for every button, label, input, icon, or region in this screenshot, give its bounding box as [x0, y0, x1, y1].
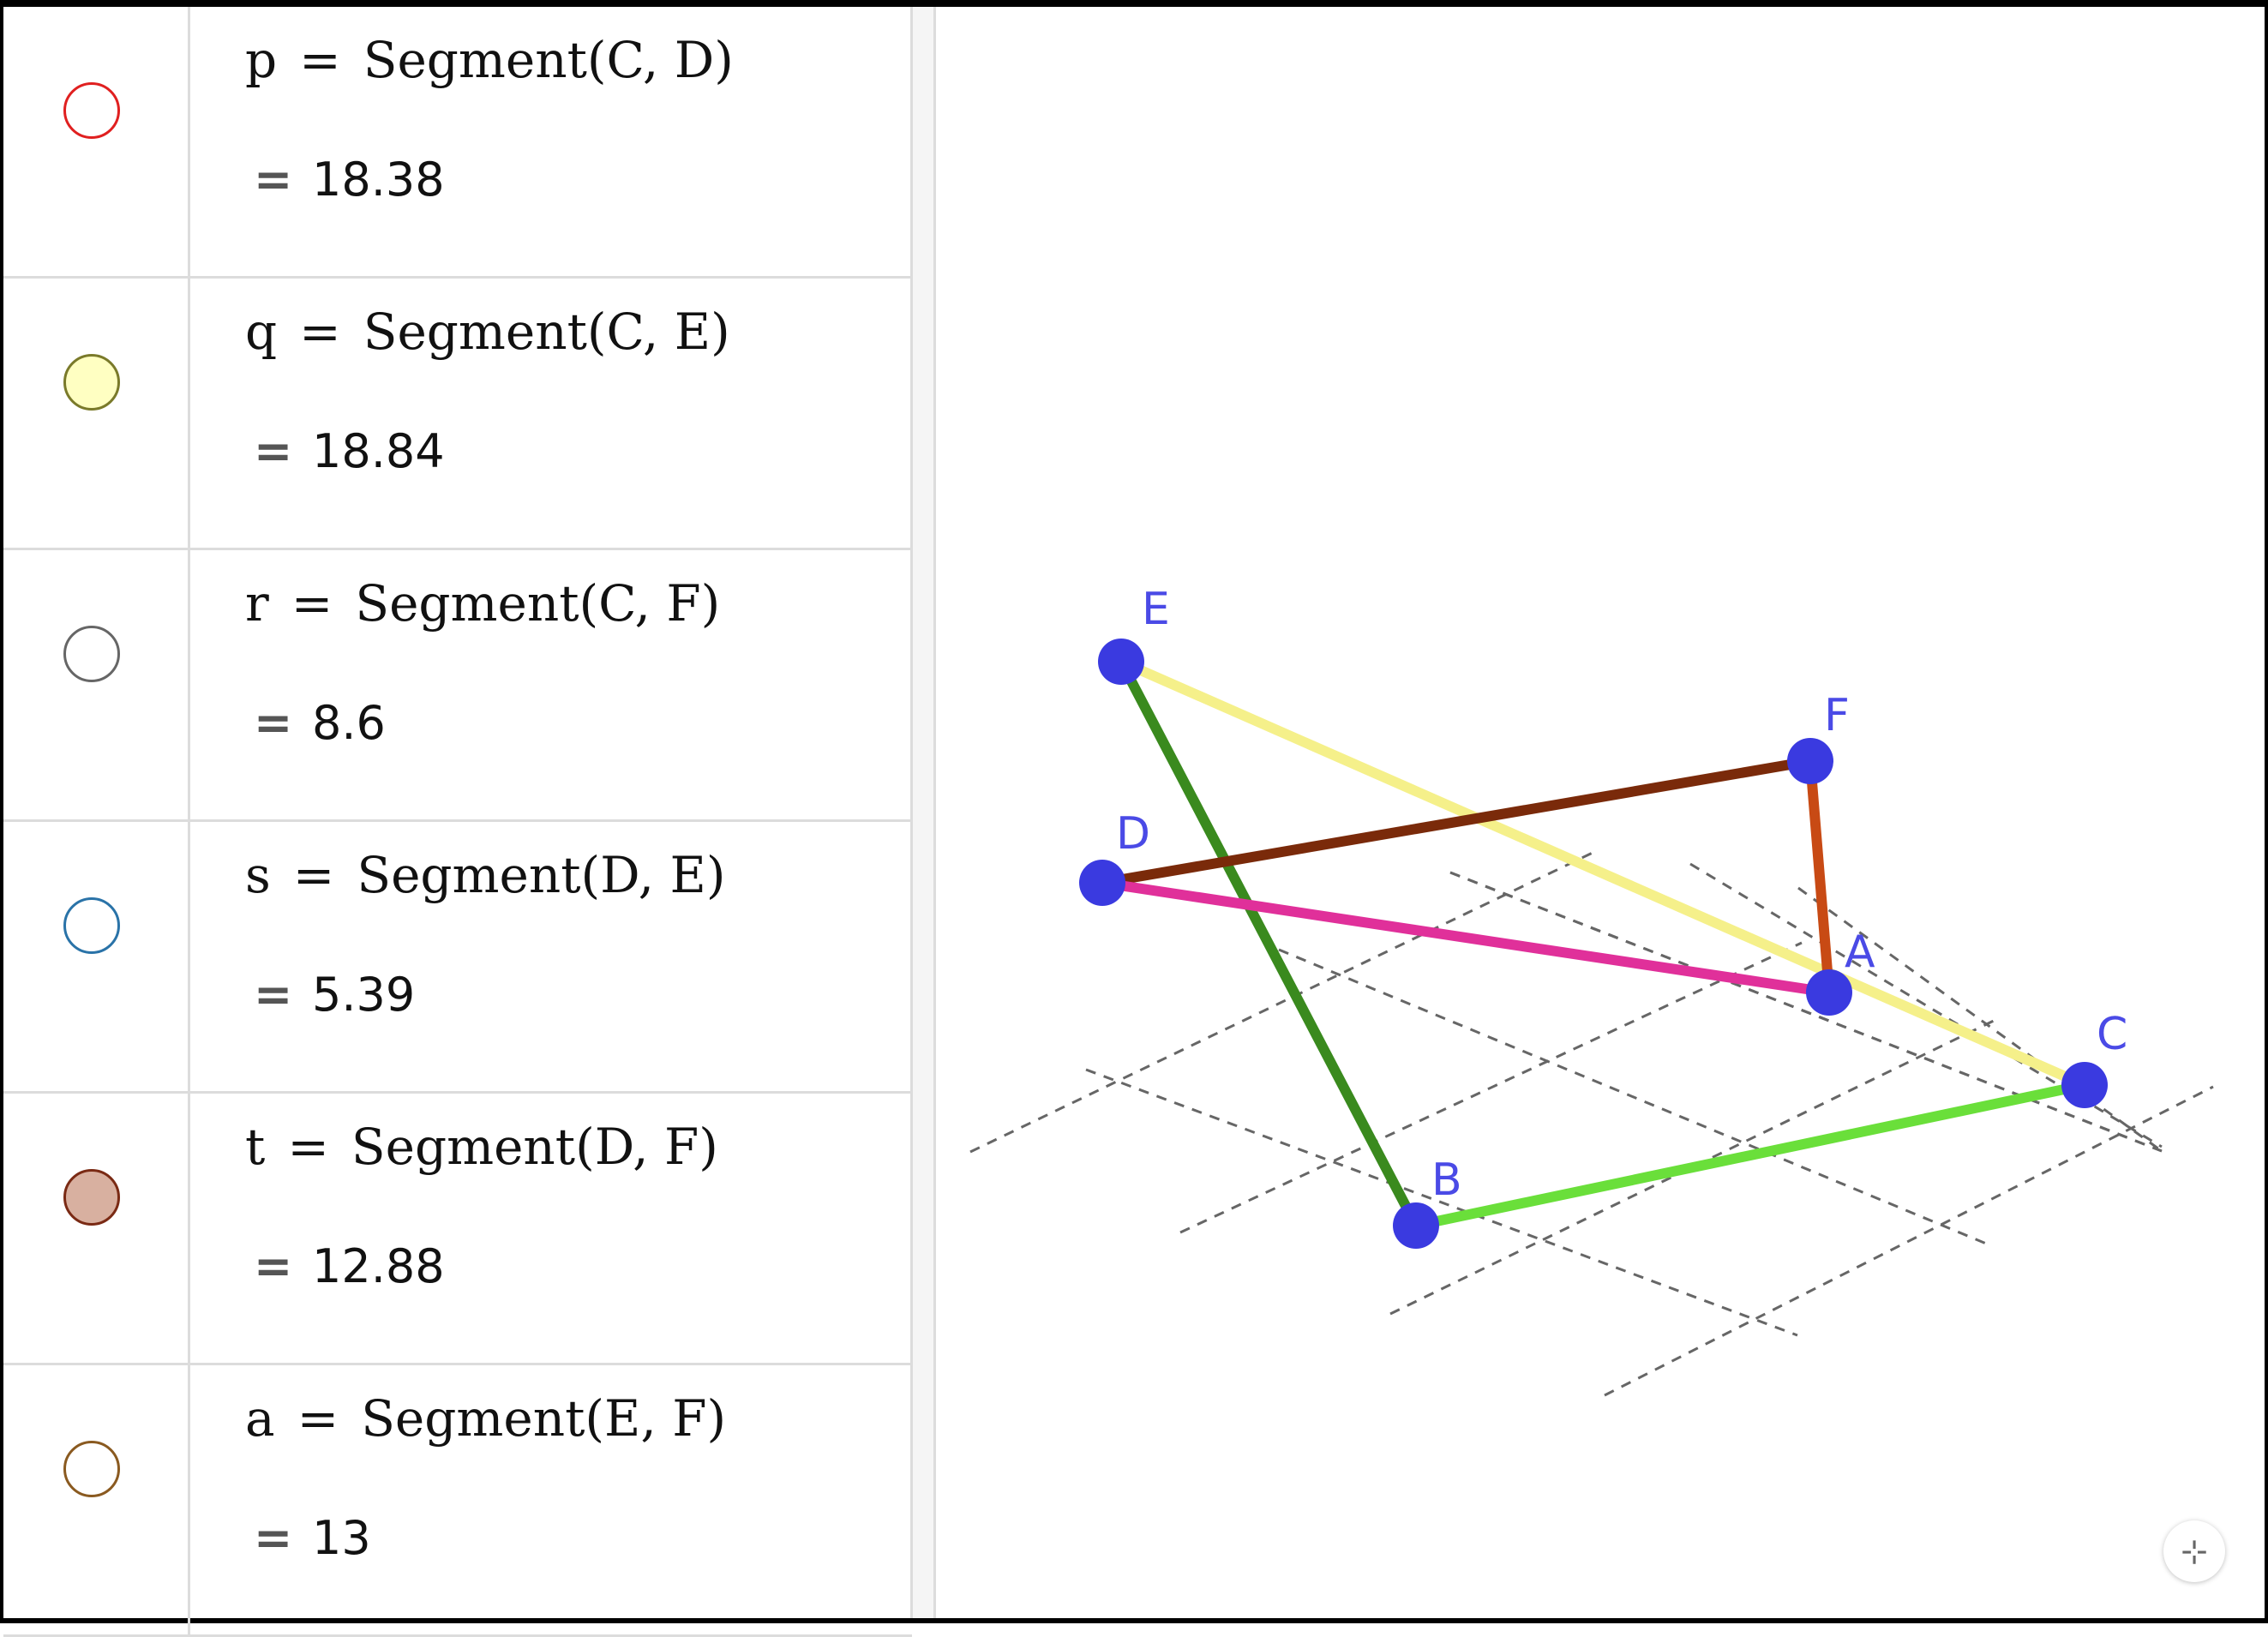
equals-sign: =: [299, 31, 341, 89]
definition-input[interactable]: p = Segment(C, D): [245, 31, 734, 89]
definition-input[interactable]: a = Segment(E, F): [245, 1389, 726, 1448]
segment-eb[interactable]: [1116, 657, 1421, 1231]
visibility-toggle[interactable]: [63, 897, 120, 954]
marble-cell: [3, 822, 190, 1091]
algebra-row-t[interactable]: t = Segment(D, F) = 12.88: [3, 1094, 912, 1365]
value-output: = 12.88: [254, 1239, 445, 1293]
value-equals-sign: =: [254, 1239, 293, 1293]
definition-text: Segment(D, E): [357, 846, 726, 904]
point-label-b: B: [1431, 1154, 1462, 1206]
definition-input[interactable]: t = Segment(D, F): [245, 1118, 718, 1176]
algebra-row-r[interactable]: r = Segment(C, F) = 8.6: [3, 550, 912, 822]
definition-text: Segment(D, F): [351, 1118, 718, 1176]
marble-cell: [3, 279, 190, 548]
point-c[interactable]: [2061, 1062, 2108, 1108]
definition-text: Segment(C, F): [355, 574, 721, 633]
equals-sign: =: [287, 1118, 329, 1176]
object-name: r: [245, 574, 269, 633]
value-equals-sign: =: [254, 153, 293, 207]
grid-line: [1278, 948, 1991, 1247]
point-label-c: C: [2097, 1009, 2127, 1060]
definition-input[interactable]: r = Segment(C, F): [245, 574, 720, 633]
value-equals-sign: =: [254, 968, 293, 1022]
marble-cell: [3, 1094, 190, 1363]
value-text: 18.84: [312, 424, 445, 478]
marble-cell: [3, 7, 190, 276]
visibility-toggle[interactable]: [63, 1441, 120, 1497]
object-name: s: [245, 846, 271, 904]
value-equals-sign: =: [254, 424, 293, 478]
grid-line: [1085, 1068, 1798, 1337]
equals-sign: =: [299, 303, 341, 361]
visibility-toggle[interactable]: [63, 82, 120, 139]
value-output: = 8.6: [254, 696, 386, 750]
value-text: 18.38: [312, 153, 445, 207]
point-label-e: E: [1142, 584, 1170, 635]
segment-ec[interactable]: [1116, 657, 2090, 1090]
value-equals-sign: =: [254, 696, 293, 750]
marble-cell: [3, 1365, 190, 1634]
collapse-icon[interactable]: ⊹: [2163, 1520, 2225, 1582]
segment-df[interactable]: [1097, 756, 1815, 888]
equals-sign: =: [291, 574, 333, 633]
algebra-row-a[interactable]: a = Segment(E, F) = 13: [3, 1365, 912, 1637]
panel-splitter[interactable]: [910, 7, 936, 1618]
definition-text: Segment(C, E): [363, 303, 730, 361]
value-equals-sign: =: [254, 1511, 293, 1565]
object-name: t: [245, 1118, 266, 1176]
point-d[interactable]: [1079, 860, 1125, 906]
value-output: = 13: [254, 1511, 371, 1565]
algebra-row-p[interactable]: p = Segment(C, D) = 18.38: [3, 7, 912, 279]
algebra-row-q[interactable]: q = Segment(C, E) = 18.84: [3, 279, 912, 550]
object-name: a: [245, 1389, 275, 1448]
point-label-d: D: [1116, 808, 1150, 860]
definition-input[interactable]: q = Segment(C, E): [245, 303, 730, 361]
value-output: = 18.84: [254, 424, 445, 478]
value-text: 5.39: [312, 968, 416, 1022]
value-text: 12.88: [312, 1239, 445, 1293]
algebra-row-s[interactable]: s = Segment(D, E) = 5.39: [3, 822, 912, 1094]
graphics-canvas[interactable]: A B C D E F: [936, 7, 2265, 1618]
segment-fa[interactable]: [1805, 756, 1834, 998]
grid-line: [1604, 1085, 2214, 1397]
value-output: = 5.39: [254, 968, 415, 1022]
object-name: q: [245, 303, 278, 361]
value-text: 13: [312, 1511, 371, 1565]
algebra-view: p = Segment(C, D) = 18.38 q = Segment(C, E) = 18.…: [3, 7, 912, 1637]
definition-input[interactable]: s = Segment(D, E): [245, 846, 725, 904]
object-name: p: [245, 31, 278, 89]
segment-da[interactable]: [1097, 878, 1834, 998]
segment-bc[interactable]: [1411, 1080, 2090, 1231]
definition-text: Segment(E, F): [361, 1389, 727, 1448]
grid-line: [1449, 871, 2163, 1153]
point-a[interactable]: [1806, 969, 1852, 1016]
point-f[interactable]: [1787, 738, 1833, 784]
equals-sign: =: [297, 1389, 339, 1448]
xy-plane-grid: [969, 849, 2214, 1397]
visibility-toggle[interactable]: [63, 626, 120, 682]
definition-text: Segment(C, D): [363, 31, 734, 89]
point-b[interactable]: [1393, 1202, 1439, 1249]
value-text: 8.6: [312, 696, 386, 750]
grid-line: [969, 849, 1597, 1154]
visibility-toggle[interactable]: [63, 1169, 120, 1226]
value-output: = 18.38: [254, 153, 445, 207]
graphics-3d-view[interactable]: A B C D E F: [936, 7, 2265, 1618]
visibility-toggle[interactable]: [63, 354, 120, 411]
point-e[interactable]: [1098, 639, 1144, 685]
point-label-f: F: [1824, 690, 1850, 741]
equals-sign: =: [292, 846, 335, 904]
point-label-a: A: [1845, 926, 1875, 978]
grid-line: [1179, 941, 1803, 1234]
marble-cell: [3, 550, 190, 819]
